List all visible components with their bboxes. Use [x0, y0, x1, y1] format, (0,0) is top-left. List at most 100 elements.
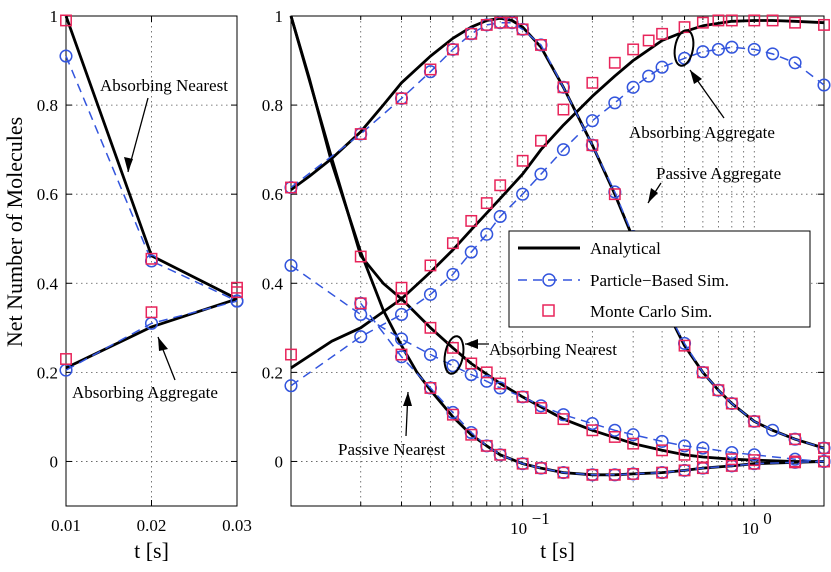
- right-passive-nearest-montecarlo-marker: [789, 456, 802, 469]
- y-axis-label: Net Number of Molecules: [2, 117, 27, 347]
- right-absorbing-aggregate-montecarlo-marker: [608, 56, 621, 69]
- left-ytick-label: 1: [50, 7, 59, 26]
- right-absorbing-nearest-montecarlo-marker: [395, 292, 408, 305]
- right-absorbing-aggregate-particle-marker: [696, 45, 710, 59]
- right-absorbing-aggregate-particle-marker: [516, 187, 530, 201]
- legend-label-particle: Particle−Based Sim.: [590, 271, 729, 290]
- legend-label-analytical: Analytical: [590, 239, 661, 258]
- right-absorbing-aggregate-analytical-line: [290, 19, 825, 370]
- right-passive-aggregate-montecarlo-marker: [557, 81, 570, 94]
- right-xtick-label: 10: [742, 519, 759, 538]
- right-absorbing-aggregate-montecarlo-marker: [535, 134, 547, 147]
- right-absorbing-aggregate-particle-marker: [534, 167, 548, 181]
- annot-right-absorbing-nearest: Absorbing Nearest: [489, 340, 617, 359]
- right-ytick-label: 0.2: [262, 363, 283, 382]
- right-absorbing-nearest-particle-marker: [354, 307, 368, 322]
- right-absorbing-aggregate-montecarlo-marker: [642, 34, 655, 47]
- right-absorbing-aggregate-montecarlo-marker: [696, 16, 709, 29]
- left-absorbing-nearest-montecarlo-marker: [60, 14, 72, 27]
- right-absorbing-nearest-particle-marker: [677, 439, 692, 453]
- right-passive-aggregate-particle-marker: [766, 423, 780, 437]
- right-absorbing-nearest-particle-marker: [585, 417, 599, 431]
- right-absorbing-aggregate-particle-marker: [394, 307, 409, 322]
- right-absorbing-nearest-montecarlo-marker: [586, 424, 599, 437]
- right-xtick-exponent: 0: [763, 509, 772, 528]
- right-absorbing-nearest-particle-marker: [480, 374, 494, 388]
- right-passive-aggregate-montecarlo-marker: [608, 188, 621, 201]
- left-absorbing-aggregate-particle-line: [65, 300, 238, 371]
- right-absorbing-nearest-montecarlo-marker: [627, 437, 640, 450]
- right-absorbing-aggregate-montecarlo-marker: [725, 14, 738, 27]
- right-absorbing-aggregate-particle-marker: [655, 60, 669, 74]
- right-absorbing-nearest-particle-marker: [696, 441, 710, 455]
- annot-right-passive-nearest: Passive Nearest: [338, 440, 445, 459]
- right-passive-nearest-montecarlo-marker: [656, 466, 669, 479]
- right-y-ticks: 0 0.2 0.4 0.6 0.8 1: [262, 7, 824, 471]
- right-xtick-exponent: −1: [532, 509, 550, 528]
- right-passive-aggregate-montecarlo-marker: [725, 397, 738, 410]
- right-absorbing-nearest-particle-marker: [284, 258, 298, 273]
- right-passive-nearest-montecarlo-marker: [535, 462, 547, 475]
- right-absorbing-nearest-montecarlo-marker: [535, 402, 547, 414]
- right-absorbing-aggregate-montecarlo-marker: [516, 154, 529, 167]
- arrowhead-right-passive-nearest: [403, 392, 412, 406]
- right-passive-aggregate-particle-marker: [464, 27, 478, 41]
- ellipse-right-absorbing-nearest: [443, 335, 465, 375]
- right-passive-aggregate-montecarlo-marker: [424, 63, 437, 76]
- right-absorbing-aggregate-montecarlo-marker: [494, 179, 507, 192]
- left-xtick-label: 0.02: [137, 516, 167, 535]
- right-absorbing-aggregate-particle-marker: [284, 379, 298, 393]
- right-ytick-label: 1: [275, 7, 284, 26]
- annotations: Absorbing Nearest Absorbing Aggregate Ab…: [72, 29, 781, 459]
- right-passive-nearest-montecarlo-marker: [627, 467, 640, 480]
- right-absorbing-aggregate-particle-marker: [493, 209, 507, 224]
- right-absorbing-aggregate-montecarlo-marker: [465, 214, 478, 227]
- right-x-axis-label: t [s]: [540, 538, 575, 563]
- right-absorbing-aggregate-particle-marker: [446, 267, 460, 281]
- right-ytick-label: 0: [275, 452, 284, 471]
- annot-left-absorbing-aggregate: Absorbing Aggregate: [72, 383, 218, 402]
- right-absorbing-nearest-montecarlo-marker: [516, 390, 529, 403]
- right-passive-aggregate-montecarlo-marker: [494, 16, 507, 29]
- right-passive-aggregate-montecarlo-marker: [516, 23, 529, 36]
- right-absorbing-nearest-montecarlo-marker: [354, 250, 367, 263]
- legend-marker-montecarlo: [542, 304, 555, 317]
- left-y-ticks: 0 0.2 0.4 0.6 0.8 1: [37, 7, 237, 471]
- right-passive-aggregate-montecarlo-marker: [285, 181, 297, 194]
- right-passive-aggregate-montecarlo-marker: [789, 433, 802, 446]
- right-xtick-label: 10: [510, 519, 527, 538]
- left-x-axis-label: t [s]: [134, 538, 169, 563]
- right-passive-nearest-montecarlo-marker: [446, 408, 459, 421]
- right-passive-nearest-montecarlo-marker: [424, 382, 437, 394]
- left-absorbing-aggregate-analytical-line: [65, 297, 238, 370]
- right-absorbing-aggregate-particle-marker: [817, 78, 831, 92]
- right-absorbing-aggregate-particle-marker: [480, 227, 494, 241]
- annot-right-passive-aggregate: Passive Aggregate: [656, 164, 781, 183]
- right-absorbing-nearest-montecarlo-marker: [656, 444, 669, 457]
- ellipse-right-absorbing-aggregate: [673, 29, 695, 67]
- right-passive-aggregate-analytical-line: [290, 16, 825, 450]
- right-passive-aggregate-montecarlo-marker: [748, 415, 761, 428]
- right-passive-nearest-montecarlo-marker: [557, 466, 570, 479]
- right-passive-nearest-montecarlo-marker: [494, 448, 507, 461]
- right-passive-aggregate-montecarlo-marker: [535, 39, 547, 51]
- right-absorbing-aggregate-montecarlo-marker: [354, 297, 367, 310]
- right-absorbing-nearest-montecarlo-marker: [608, 431, 621, 443]
- right-absorbing-aggregate-montecarlo-marker: [712, 14, 725, 27]
- right-absorbing-aggregate-montecarlo-marker: [748, 14, 761, 27]
- right-passive-nearest-montecarlo-marker: [748, 457, 761, 470]
- right-absorbing-nearest-montecarlo-marker: [480, 366, 493, 379]
- right-absorbing-aggregate-particle-marker: [642, 69, 656, 83]
- left-ytick-label: 0.8: [37, 96, 58, 115]
- right-absorbing-nearest-particle-marker: [608, 423, 622, 437]
- left-absorbing-nearest-montecarlo-marker: [145, 252, 158, 265]
- right-absorbing-aggregate-particle-marker: [711, 42, 725, 56]
- left-absorbing-aggregate-montecarlo-marker: [231, 281, 243, 294]
- right-absorbing-aggregate-montecarlo-marker: [285, 348, 297, 361]
- right-absorbing-aggregate-montecarlo-marker: [627, 43, 640, 56]
- right-absorbing-nearest-montecarlo-marker: [678, 448, 691, 461]
- arrowhead-right-absorbing-aggregate: [690, 70, 702, 84]
